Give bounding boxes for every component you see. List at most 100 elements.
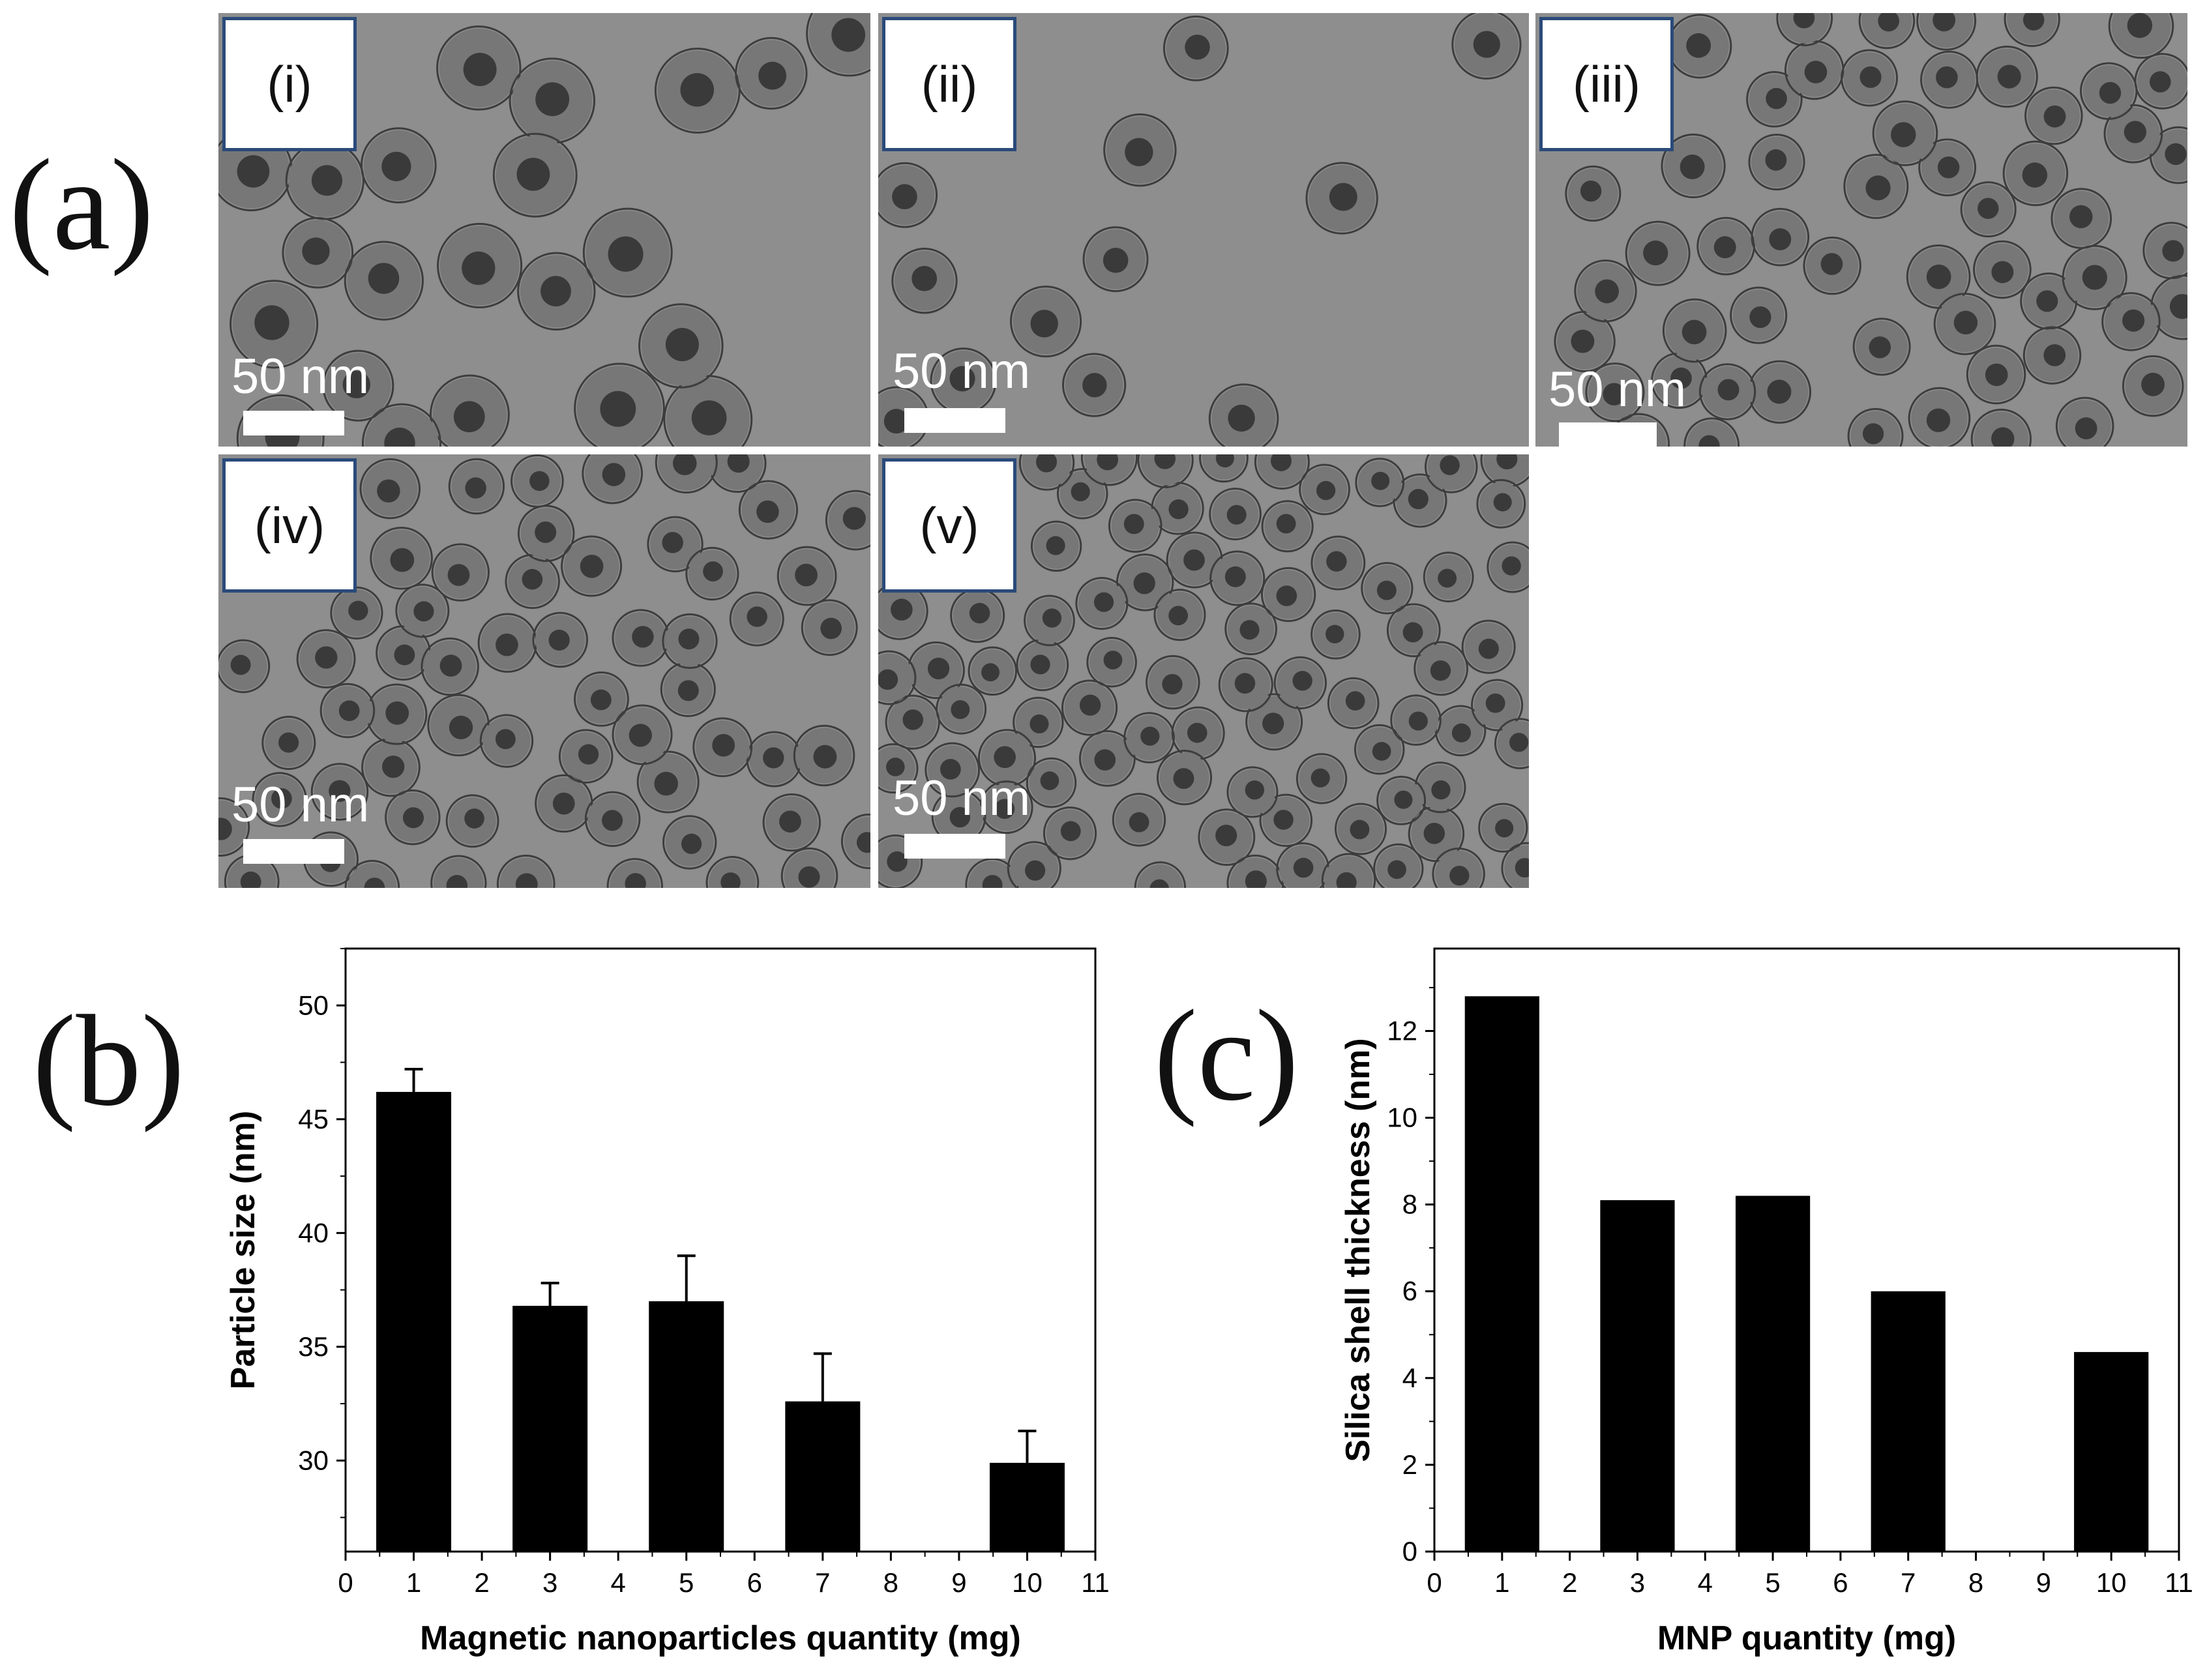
nanoparticle — [1013, 696, 1064, 748]
nanoparticle — [1471, 679, 1524, 731]
nanoparticle — [1146, 655, 1200, 710]
x-tick-label: 2 — [1562, 1567, 1577, 1598]
x-tick-label: 4 — [611, 1567, 626, 1598]
nanoparticle — [636, 750, 700, 814]
scale-label-v: 50 nm — [893, 771, 1031, 826]
nanoparticle — [1920, 50, 1979, 109]
panel-label-a: (a) — [9, 133, 154, 277]
x-tick-label: 1 — [1494, 1567, 1509, 1598]
nanoparticle — [1393, 473, 1447, 528]
nanoparticle — [1423, 552, 1474, 603]
nanoparticle — [1061, 353, 1127, 417]
nanoparticle — [1156, 750, 1213, 806]
nanoparticle — [1683, 417, 1740, 447]
nanoparticle — [1585, 362, 1645, 422]
nanoparticle — [1373, 843, 1424, 888]
nanoparticle — [1224, 602, 1277, 656]
nanoparticle — [1501, 842, 1529, 888]
nanoparticle — [1918, 138, 1977, 197]
nanoparticle — [1565, 165, 1622, 222]
nanoparticle — [1970, 408, 2032, 447]
nanoparticle — [492, 132, 578, 218]
nanoparticle — [535, 774, 593, 833]
tem-tag-i: (i) — [222, 17, 357, 151]
nanoparticle — [1016, 638, 1069, 692]
nanoparticle — [322, 349, 394, 422]
nanoparticle — [1208, 383, 1279, 447]
x-axis-title: MNP quantity (mg) — [1657, 1619, 1956, 1657]
tem-image-i: (i) 50 nm — [218, 13, 870, 447]
nanoparticle — [878, 162, 938, 228]
nanoparticle — [1746, 71, 1803, 128]
y-tick-label: 2 — [1402, 1449, 1417, 1480]
nanoparticle — [1026, 757, 1077, 808]
nanoparticle — [612, 609, 670, 667]
nanoparticle — [1476, 479, 1526, 529]
error-bar-3 — [541, 1282, 559, 1306]
bar-10 — [2074, 1351, 2149, 1552]
nanoparticle — [1007, 841, 1061, 888]
x-tick-label: 11 — [2165, 1567, 2192, 1598]
nanoparticle — [1554, 310, 1616, 373]
nanoparticle — [612, 704, 673, 765]
x-tick-label: 7 — [1901, 1567, 1916, 1598]
nanoparticle — [479, 714, 534, 768]
nanoparticle — [735, 37, 808, 110]
nanoparticle — [2103, 104, 2163, 164]
tem-tag-v: (v) — [882, 458, 1016, 593]
nanoparticle — [2149, 126, 2187, 184]
nanoparticle — [2142, 222, 2187, 280]
error-bar-7 — [813, 1352, 832, 1402]
x-tick-label: 8 — [1968, 1567, 1983, 1598]
y-tick-label: 8 — [1402, 1189, 1417, 1220]
nanoparticle — [505, 553, 560, 610]
nanoparticle — [705, 856, 760, 888]
nanoparticle — [654, 48, 741, 134]
x-axis-title: Magnetic nanoparticles quantity (mg) — [420, 1619, 1021, 1657]
nanoparticle — [1245, 693, 1303, 751]
tem-tag-iv: (iv) — [222, 458, 357, 593]
nanoparticle — [1803, 236, 1861, 295]
nanoparticle — [2055, 396, 2114, 447]
nanoparticle — [825, 490, 870, 551]
y-tick-label: 45 — [298, 1104, 329, 1134]
x-tick-label: 6 — [1833, 1567, 1848, 1598]
nanoparticle — [1461, 619, 1516, 674]
x-tick-label: 5 — [679, 1567, 694, 1598]
nanoparticle — [1747, 360, 1812, 424]
nanoparticle — [1261, 500, 1314, 553]
y-tick-label: 10 — [1387, 1102, 1417, 1133]
nanoparticle — [1108, 499, 1163, 553]
nanoparticle — [296, 629, 356, 688]
nanoparticle — [931, 789, 986, 844]
nanoparticle — [1425, 454, 1478, 494]
nanoparticle — [427, 694, 490, 757]
scale-label-i: 50 nm — [231, 349, 370, 404]
nanoparticle — [430, 374, 510, 447]
chart-c: 0 1 2 3 4 5 6 7 8 9 10 11 0 2 4 6 8 10 12 MNP quantity (mg)… — [1121, 913, 2192, 1677]
nanoparticle — [574, 671, 629, 727]
bar-7 — [1871, 1291, 1946, 1552]
scale-bar-v — [904, 834, 1005, 859]
nanoparticle — [746, 731, 803, 788]
nanoparticle — [574, 362, 665, 447]
nanoparticle — [707, 454, 767, 493]
nanoparticle — [344, 241, 424, 321]
nanoparticle — [1451, 13, 1522, 80]
nanoparticle — [1487, 541, 1529, 593]
tem-tag-iii: (iii) — [1539, 17, 1674, 151]
nanoparticle — [230, 280, 319, 369]
nanoparticle — [448, 458, 505, 515]
nanoparticle — [1335, 803, 1387, 855]
nanoparticle — [1137, 454, 1194, 488]
nanoparticle — [2134, 53, 2187, 110]
error-bar-5 — [677, 1254, 696, 1302]
nanoparticle — [891, 248, 958, 314]
nanoparticle — [1299, 464, 1350, 516]
tem-image-iii: (iii) 50 nm — [1535, 13, 2187, 447]
nanoparticle — [1354, 724, 1405, 775]
nanoparticle — [1376, 775, 1427, 825]
nanoparticle — [1276, 842, 1330, 888]
nanoparticle — [729, 591, 784, 647]
nanoparticle — [1662, 298, 1727, 363]
